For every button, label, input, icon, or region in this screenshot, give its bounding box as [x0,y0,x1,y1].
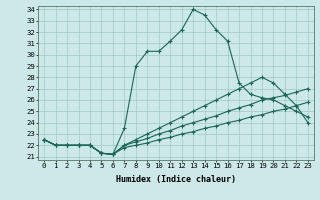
X-axis label: Humidex (Indice chaleur): Humidex (Indice chaleur) [116,175,236,184]
